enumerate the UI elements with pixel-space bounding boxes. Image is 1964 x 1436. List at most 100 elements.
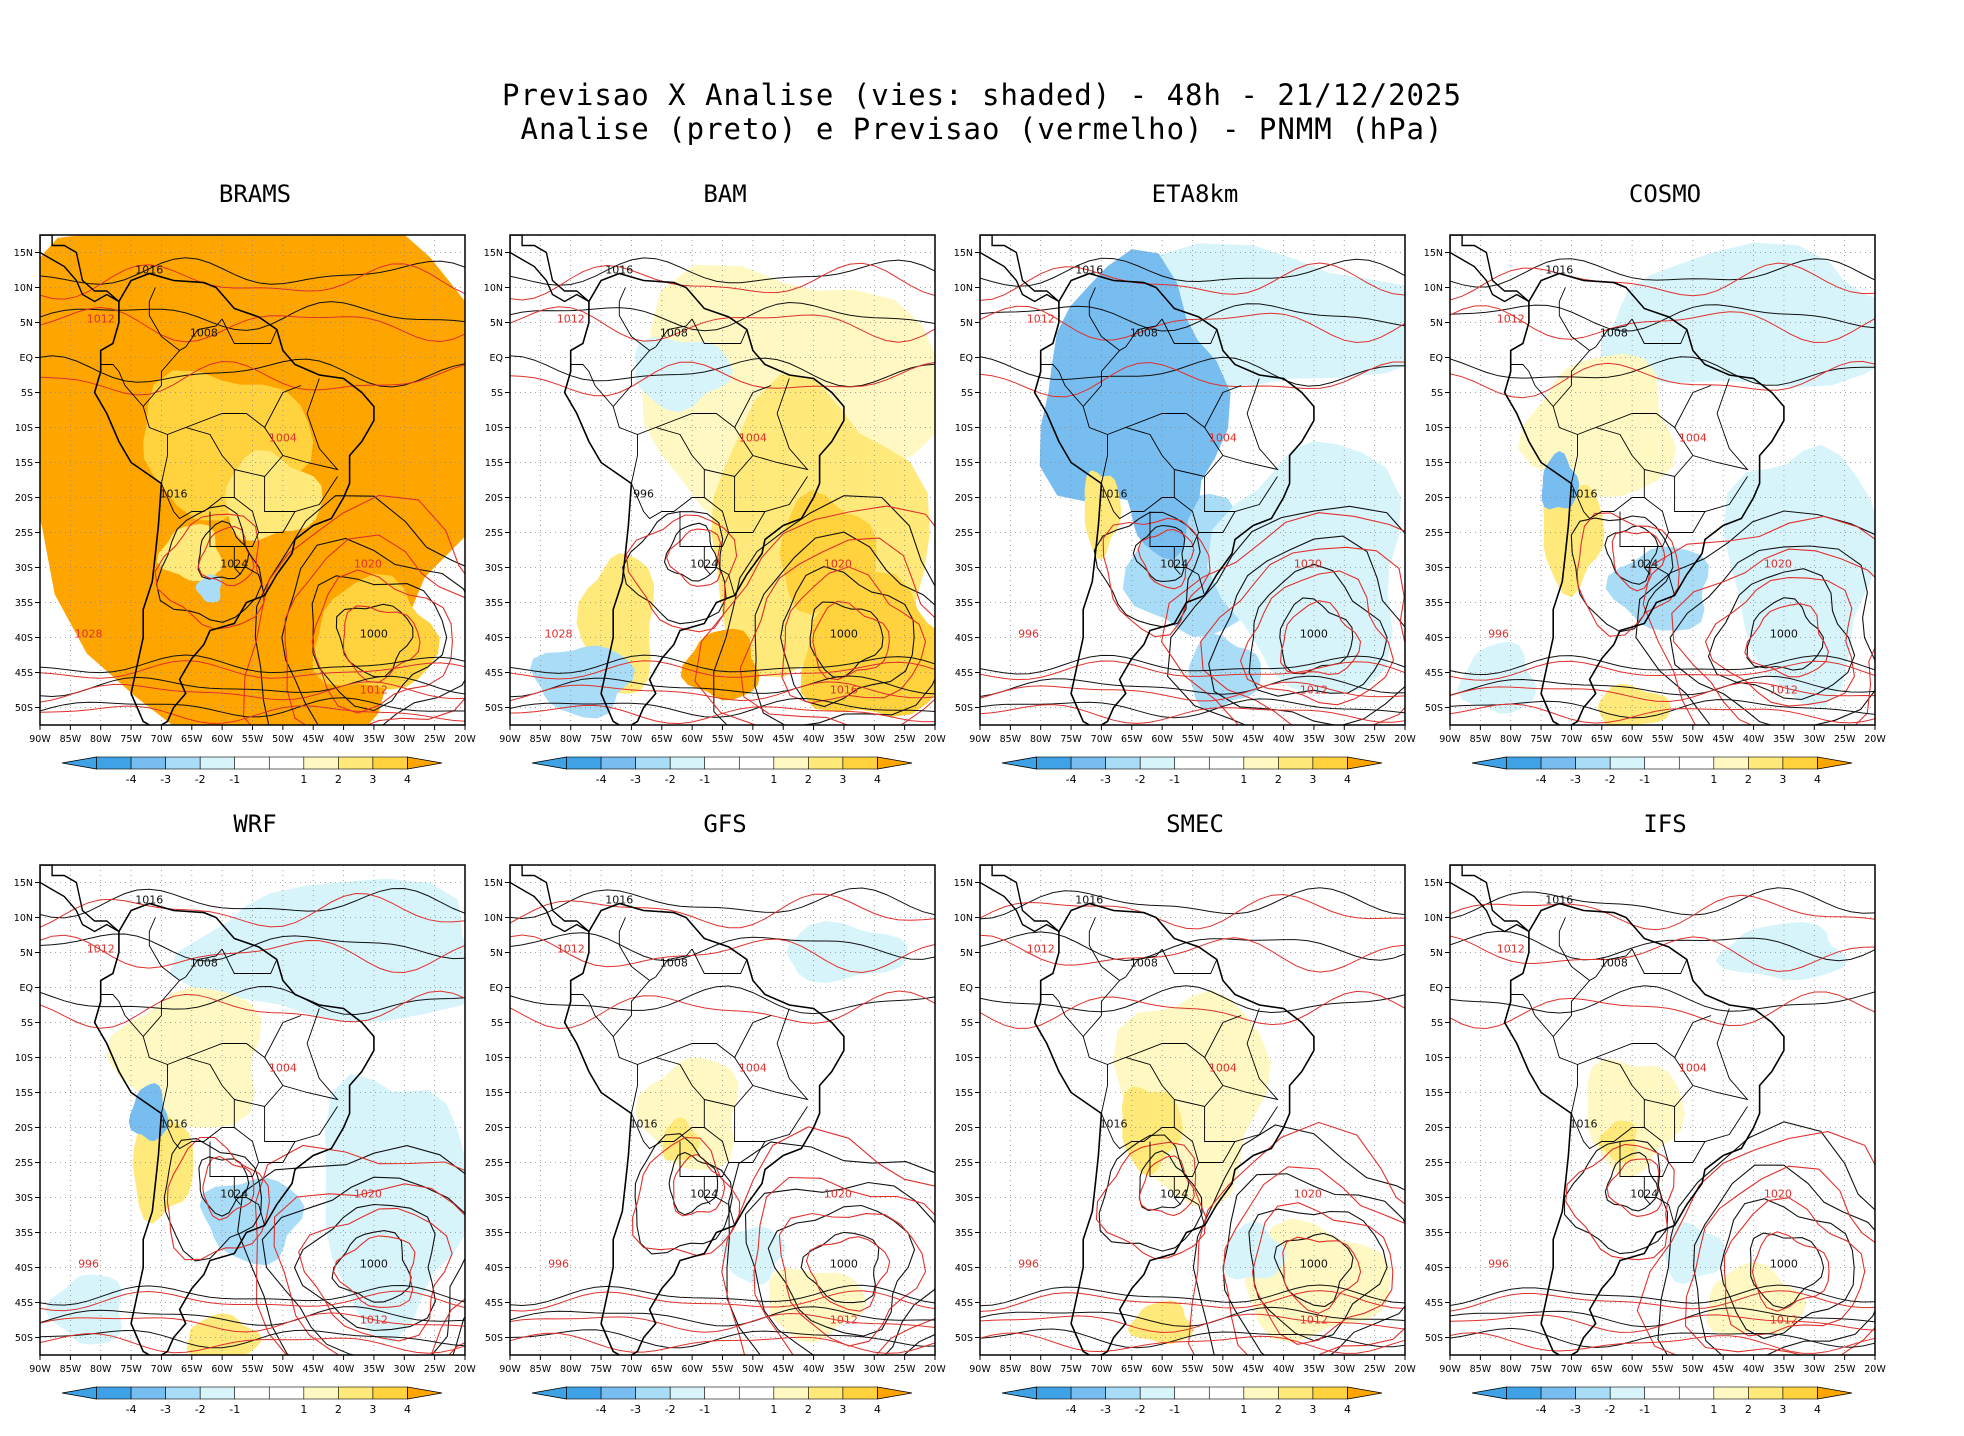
colorbar-label: 3 [1309,1403,1316,1416]
colorbar-segment [165,756,201,770]
country-border [1107,1057,1175,1128]
x-tick-label: 50W [272,734,294,745]
x-tick-label: 30W [1804,734,1826,745]
country-border [1204,1008,1279,1101]
colorbar-label: 1 [300,773,307,786]
colorbar-label: -1 [699,773,710,786]
country-border [1088,287,1120,351]
country-border [148,917,180,981]
x-tick-label: 75W [120,1364,142,1375]
panel-title: BAM [703,180,747,208]
x-tick-label: 90W [499,1364,521,1375]
x-tick-label: 25W [894,1364,916,1375]
y-tick-label: 5N [490,948,503,959]
x-tick-label: 55W [1652,734,1674,745]
isobar-label: 996 [78,1258,99,1271]
colorbar-label: -2 [665,1403,676,1416]
isobar-label: 1016 [630,1118,658,1131]
analysis-isobar [510,675,935,698]
colorbar-label: -4 [126,773,137,786]
isobar-label: 1020 [1764,1188,1792,1201]
colorbar-label: -2 [1605,773,1616,786]
country-border [167,1057,235,1128]
colorbar-segment [1540,756,1576,770]
x-tick-label: 65W [1121,1364,1143,1375]
panel-title: ETA8km [1151,180,1239,208]
isobar-label: 1008 [190,957,218,970]
y-tick-label: 45S [485,1298,503,1309]
isobar-label: 1020 [824,1188,852,1201]
forecast-isobar [510,990,935,1030]
colorbar-segment [1174,756,1210,770]
forecast-isobar [510,262,935,301]
country-border [1107,427,1175,498]
country-border [148,287,180,351]
analysis-isobar [40,1306,465,1326]
y-tick-label: 15N [954,248,973,259]
forecast-isobar [510,893,935,929]
country-border [167,427,235,498]
forecast-isobar [1636,1131,1875,1355]
x-tick-label: 20W [1864,734,1886,745]
x-tick-label: 70W [1091,734,1113,745]
x-tick-label: 60W [1621,734,1643,745]
y-tick-label: 40S [1425,1263,1443,1274]
colorbar-label: -1 [1169,1403,1180,1416]
forecast-isobar [40,1312,465,1333]
country-border [264,1008,339,1101]
country-border [655,413,735,428]
isobar-label: 996 [1488,628,1509,641]
y-tick-label: EQ [1430,983,1443,994]
x-tick-label: 70W [621,734,643,745]
colorbar-label: -3 [1100,773,1111,786]
colorbar-segment [566,756,602,770]
colorbar-segment [165,1386,201,1400]
colorbar-label: 4 [1344,773,1351,786]
colorbar-arrow [1001,1386,1037,1400]
panel-smec: SMEC 1016 1012 1008 1004 1000 1020 1024 996 1016 1… [954,810,1417,1416]
x-tick-label: 50W [742,1364,764,1375]
x-tick-label: 90W [969,734,991,745]
isobar-label: 1024 [690,558,718,571]
y-tick-label: 10S [1425,423,1443,434]
y-tick-label: EQ [490,983,503,994]
analysis-isobar [767,1204,916,1337]
isobar-label: 1008 [1600,957,1628,970]
bias-shading [1597,683,1671,725]
colorbar-label: 2 [1275,773,1282,786]
x-tick-label: 35W [363,734,385,745]
bias-shading [800,571,935,717]
forecast-isobar [254,1144,465,1355]
x-tick-label: 65W [651,734,673,745]
x-tick-label: 35W [1773,1364,1795,1375]
forecast-isobar [980,660,1405,681]
colorbar-label: 2 [335,1403,342,1416]
forecast-isobar [1188,1121,1405,1355]
analysis-isobar [237,1145,465,1355]
x-tick-label: 20W [1394,1364,1416,1375]
analysis-isobar [980,1284,1405,1307]
isobar-label: 1004 [1679,432,1707,445]
colorbar-segment [1782,1386,1818,1400]
colorbar-segment [130,756,166,770]
isobar-label: 1004 [1209,432,1237,445]
forecast-isobar [1450,681,1875,703]
y-tick-label: 5S [21,388,33,399]
country-border [100,364,144,407]
forecast-isobar [980,934,1405,973]
x-tick-label: 75W [1530,1364,1552,1375]
colorbar-segment [1782,756,1818,770]
isobar-label: 1024 [220,558,248,571]
colorbar-label: 3 [1309,773,1316,786]
colorbar-label: 3 [839,1403,846,1416]
y-tick-label: 40S [955,1263,973,1274]
analysis-isobar [980,257,1405,287]
x-tick-label: 60W [1151,734,1173,745]
isobar-label: 1004 [739,432,767,445]
y-tick-label: 40S [15,1263,33,1274]
isobar-label: 1016 [1545,264,1573,277]
colorbar-label: 1 [770,1403,777,1416]
analysis-isobar [197,520,250,580]
analysis-isobar [980,931,1405,962]
x-tick-label: 65W [651,1364,673,1375]
